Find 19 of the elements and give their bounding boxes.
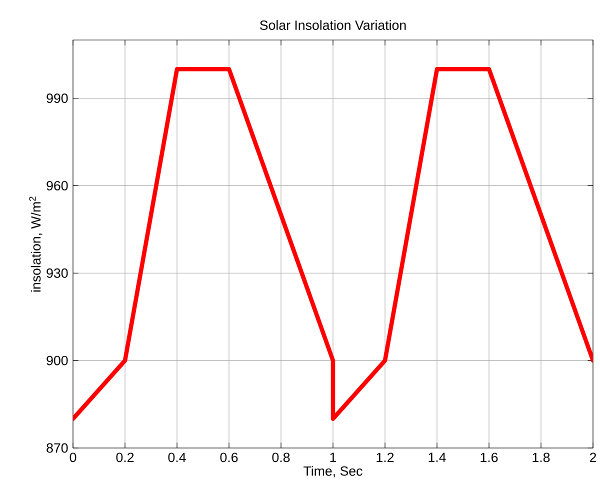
x-axis-title: Time, Sec — [304, 466, 362, 478]
y-tick-label: 960 — [46, 180, 68, 190]
y-tick-label: 900 — [46, 356, 68, 366]
x-tick-label: 0 — [70, 452, 76, 462]
x-tick-label: 0.8 — [272, 452, 290, 462]
y-tick-label: 930 — [46, 268, 68, 278]
x-tick-label: 1.2 — [376, 452, 394, 462]
x-tick-label: 1.4 — [428, 452, 446, 462]
x-tick-label: 1.8 — [532, 452, 550, 462]
y-axis-title: insolation, W/m$^{2}$ — [29, 196, 42, 292]
x-tick-label: 0.2 — [116, 452, 134, 462]
x-tick-label: 1 — [330, 452, 336, 462]
x-tick-label: 1.6 — [480, 452, 498, 462]
x-tick-label: 2 — [590, 452, 596, 462]
y-tick-label: 870 — [46, 443, 68, 453]
x-tick-label: 0.6 — [220, 452, 238, 462]
chart-title: Solar Insolation Variation — [260, 20, 406, 30]
x-tick-label: 0.4 — [168, 452, 186, 462]
y-tick-label: 990 — [46, 94, 68, 103]
